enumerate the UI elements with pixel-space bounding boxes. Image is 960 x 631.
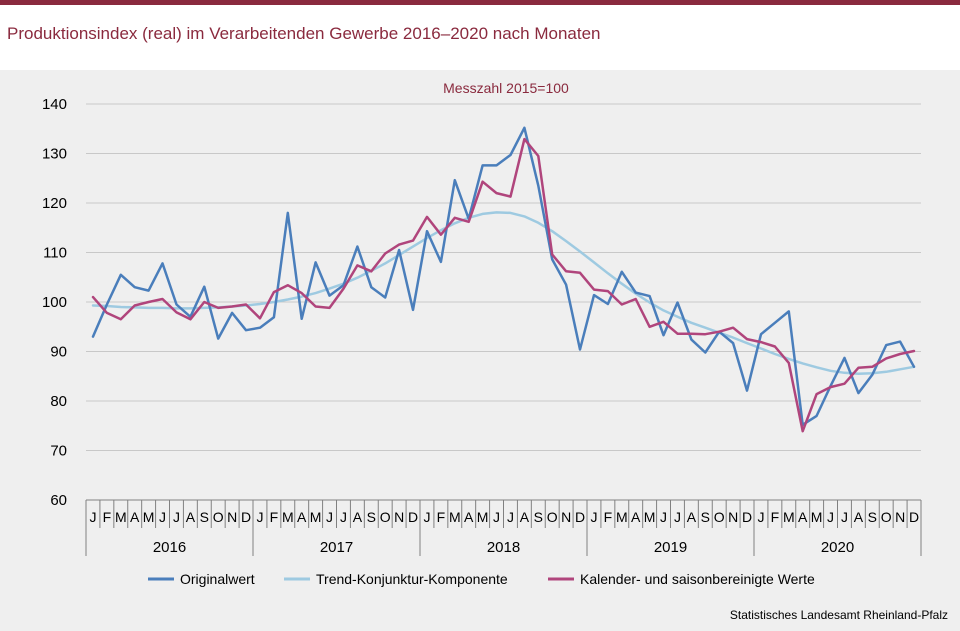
chart-panel: Messzahl 2015=100 60 70 80 90 100 110 120 130 14… (0, 70, 960, 631)
year-label: 2016 (153, 539, 186, 556)
month-label: O (881, 509, 892, 525)
month-label: M (310, 509, 322, 525)
y-tick-label: 60 (50, 492, 67, 509)
month-label: S (200, 509, 209, 525)
y-tick-label: 110 (43, 245, 67, 262)
month-label: J (757, 509, 764, 525)
month-label: M (449, 509, 461, 525)
y-tick-label: 90 (50, 344, 67, 361)
month-label: N (895, 509, 905, 525)
month-label: J (256, 509, 263, 525)
month-label: J (827, 509, 834, 525)
month-label: M (616, 509, 628, 525)
month-label: F (437, 509, 446, 525)
legend-label: Trend-Konjunktur-Komponente (316, 571, 508, 587)
month-label: J (326, 509, 333, 525)
month-label: J (173, 509, 180, 525)
year-label: 2018 (487, 539, 520, 556)
month-label: A (798, 509, 808, 525)
month-label: A (631, 509, 641, 525)
month-label: S (868, 509, 877, 525)
year-label: 2017 (320, 539, 353, 556)
source-note: Statistisches Landesamt Rheinland-Pfalz (729, 608, 948, 622)
month-label: F (604, 509, 613, 525)
year-label: 2019 (654, 539, 687, 556)
month-label: O (380, 509, 391, 525)
month-label: A (854, 509, 864, 525)
month-label: S (701, 509, 710, 525)
y-tick-label: 120 (42, 195, 67, 212)
month-label: D (241, 509, 251, 525)
y-tick-label: 100 (42, 294, 67, 311)
y-tick-label: 130 (42, 146, 67, 163)
month-label: O (714, 509, 725, 525)
month-label: J (674, 509, 681, 525)
legend: Originalwert Trend-Konjunktur-Komponente K… (148, 571, 815, 587)
month-label: A (520, 509, 530, 525)
month-label: S (534, 509, 543, 525)
month-label: J (660, 509, 667, 525)
series-line-2 (91, 211, 916, 376)
month-label: A (464, 509, 474, 525)
legend-label: Originalwert (180, 571, 255, 587)
series-line-1 (91, 126, 916, 427)
month-label: A (297, 509, 307, 525)
month-label: N (227, 509, 237, 525)
month-label: N (394, 509, 404, 525)
top-accent-bar (0, 0, 960, 5)
month-label: J (423, 509, 430, 525)
month-label: J (493, 509, 500, 525)
y-axis: 60 70 80 90 100 110 120 130 140 (42, 96, 67, 509)
legend-label: Kalender- und saisonbereinigte Werte (580, 571, 815, 587)
month-label: O (547, 509, 558, 525)
month-label: S (367, 509, 376, 525)
month-label: D (575, 509, 585, 525)
month-label: A (130, 509, 140, 525)
year-label: 2020 (821, 539, 854, 556)
chart-title: Produktionsindex (real) im Verarbeitende… (7, 24, 601, 43)
month-label: D (408, 509, 418, 525)
series-lines (91, 126, 916, 433)
month-label: F (103, 509, 112, 525)
month-label: F (270, 509, 279, 525)
month-label: A (353, 509, 363, 525)
month-label: M (783, 509, 795, 525)
month-label: J (590, 509, 597, 525)
y-tick-label: 80 (50, 393, 67, 410)
gridlines (86, 103, 921, 451)
month-label: A (687, 509, 697, 525)
month-label: O (213, 509, 224, 525)
month-label: N (728, 509, 738, 525)
month-label: J (159, 509, 166, 525)
y-tick-label: 140 (42, 96, 67, 113)
line-chart: Messzahl 2015=100 60 70 80 90 100 110 120 130 14… (42, 80, 922, 587)
month-label: M (282, 509, 294, 525)
series-line-3 (91, 137, 916, 433)
month-label: M (811, 509, 823, 525)
month-label: D (909, 509, 919, 525)
month-label: J (841, 509, 848, 525)
month-label: J (89, 509, 96, 525)
month-label: D (742, 509, 752, 525)
month-label: M (115, 509, 127, 525)
month-label: M (143, 509, 155, 525)
y-tick-label: 70 (50, 443, 67, 460)
month-label: A (186, 509, 196, 525)
month-label: M (644, 509, 656, 525)
month-label: N (561, 509, 571, 525)
month-label: M (477, 509, 489, 525)
month-label: J (507, 509, 514, 525)
month-label: J (340, 509, 347, 525)
chart-subtitle: Messzahl 2015=100 (443, 80, 569, 96)
month-label: F (771, 509, 780, 525)
